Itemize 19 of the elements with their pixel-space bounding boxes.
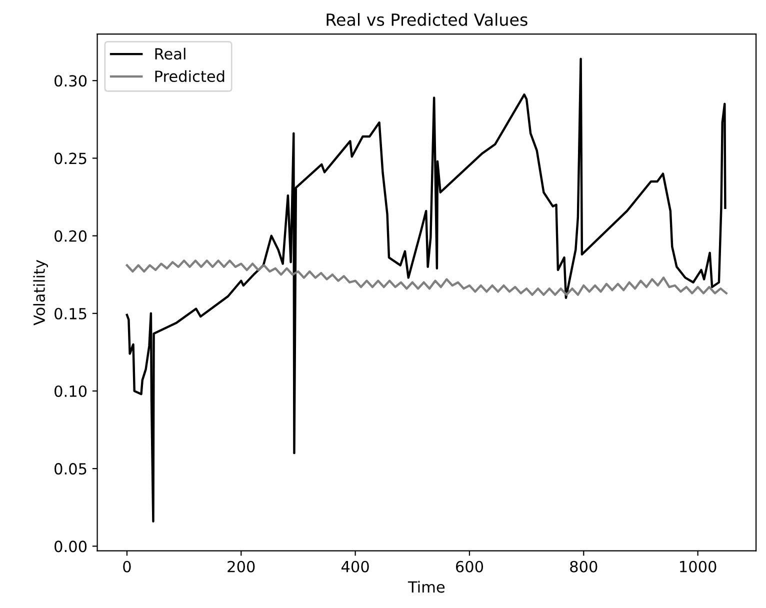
x-tick-label: 800 (570, 560, 598, 572)
y-axis-title: Volatility (33, 260, 48, 326)
y-tick-label: 0.15 (54, 308, 86, 320)
y-tick-label: 0.20 (54, 230, 87, 242)
line-series (126, 260, 728, 296)
y-tick-label: 0.30 (54, 75, 87, 87)
chart-title: Real vs Predicted Values (326, 13, 528, 26)
x-tick-label: 0 (123, 560, 131, 572)
x-axis-title: Time (408, 580, 445, 593)
x-tick-label: 400 (341, 560, 369, 572)
x-tick-label: 600 (456, 560, 484, 572)
legend-label: Real (155, 48, 186, 60)
x-tick-label: 200 (228, 560, 255, 572)
y-tick-label: 0.10 (54, 385, 87, 398)
y-tick-label: 0.25 (54, 152, 86, 164)
legend-label: Predicted (155, 70, 224, 82)
y-tick-label: 0.00 (54, 540, 87, 552)
y-tick-label: 0.05 (54, 463, 86, 475)
x-tick-label: 1000 (680, 560, 716, 572)
